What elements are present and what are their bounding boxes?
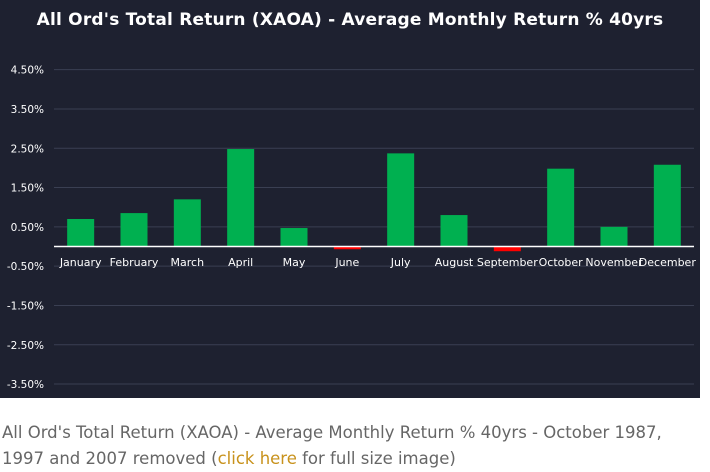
bar-october	[547, 168, 575, 247]
bar-november	[600, 226, 628, 247]
y-tick-label: 1.50%	[11, 183, 44, 195]
x-tick-label: October	[539, 256, 583, 269]
x-tick-label: July	[390, 256, 411, 269]
x-tick-label: June	[334, 256, 359, 269]
x-tick-label: March	[171, 256, 205, 269]
bar-august	[440, 215, 468, 247]
caption-text-end: for full size image)	[296, 449, 456, 468]
x-tick-label: August	[435, 256, 474, 269]
y-tick-label: -1.50%	[7, 300, 44, 312]
x-tick-label: November	[585, 256, 643, 269]
x-tick-label: February	[110, 256, 159, 269]
y-tick-label: -3.50%	[7, 379, 44, 391]
caption-text: All Ord's Total Return (XAOA) - Average …	[2, 423, 662, 468]
full-size-image-link[interactable]: click here	[217, 449, 297, 468]
bar-march	[173, 199, 201, 247]
bar-may	[280, 228, 308, 247]
chart-title: All Ord's Total Return (XAOA) - Average …	[36, 10, 664, 30]
y-tick-label: -2.50%	[7, 340, 44, 352]
bar-july	[387, 153, 415, 247]
chart-panel: All Ord's Total Return (XAOA) - Average …	[0, 0, 700, 398]
x-tick-label: May	[283, 256, 306, 269]
x-tick-label: April	[228, 256, 253, 269]
y-tick-label: 0.50%	[11, 222, 44, 234]
bar-june	[333, 246, 361, 250]
bar-december	[653, 164, 681, 247]
bar-february	[120, 213, 148, 247]
image-caption: All Ord's Total Return (XAOA) - Average …	[2, 420, 706, 472]
y-tick-label: 4.50%	[11, 65, 44, 77]
bar-january	[67, 218, 95, 247]
bar-chart: 4.50% 3.50% 2.50% 1.50% 0.50% -0.50% -1.50% -2.…	[7, 65, 697, 391]
y-tick-label: 3.50%	[11, 104, 44, 116]
x-tick-label: January	[59, 256, 102, 269]
x-tick-label: December	[639, 256, 697, 269]
bar-april	[227, 149, 255, 247]
x-tick-label: September	[477, 256, 538, 269]
y-tick-label: -0.50%	[7, 261, 44, 273]
bar-september	[493, 246, 521, 252]
y-tick-label: 2.50%	[11, 143, 44, 155]
